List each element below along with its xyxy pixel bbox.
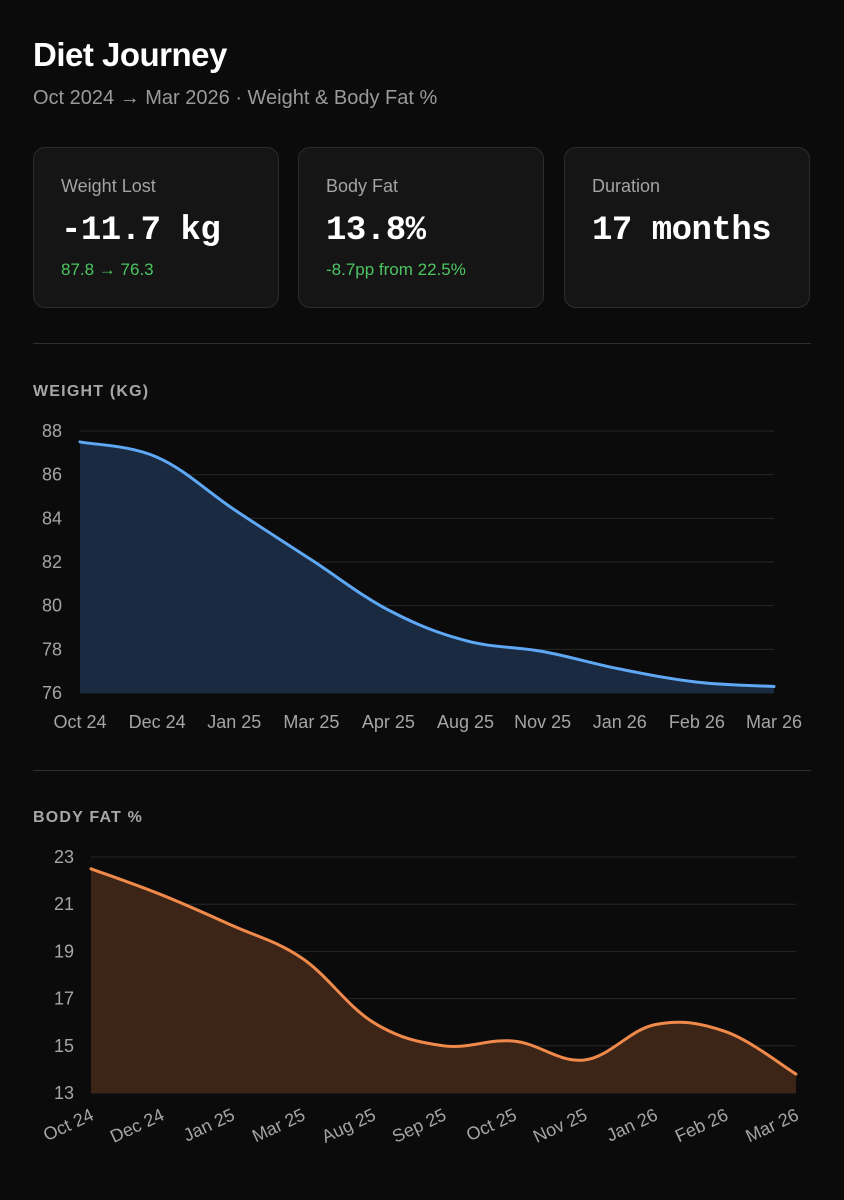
weight-y-tick-label: 78 — [42, 639, 62, 659]
body-fat-x-tick-label: Nov 25 — [530, 1104, 590, 1146]
body-fat-y-tick-label: 17 — [54, 989, 74, 1009]
body-fat-y-tick-label: 21 — [54, 894, 74, 914]
body-fat-x-tick-label: Mar 26 — [742, 1104, 801, 1146]
body-fat-x-tick-label: Jan 25 — [180, 1104, 237, 1145]
divider — [33, 343, 811, 344]
weight-x-tick-label: Oct 24 — [53, 712, 106, 732]
body-fat-y-tick-label: 13 — [54, 1083, 74, 1103]
weight-x-tick-label: Jan 26 — [593, 712, 647, 732]
weight-chart: 76 78 80 82 84 86 88 Oct 24 Dec 24 Jan 25 Mar 25 Ap… — [0, 410, 844, 770]
weight-area-fill — [80, 442, 774, 693]
weight-y-tick-label: 84 — [42, 508, 62, 528]
weight-y-tick-label: 76 — [42, 683, 62, 703]
body-fat-y-tick-label: 19 — [54, 941, 74, 961]
page-subtitle: Oct 2024 → Mar 2026 · Weight & Body Fat … — [33, 87, 437, 110]
weight-x-tick-label: Nov 25 — [514, 712, 571, 732]
body-fat-x-tick-label: Feb 26 — [672, 1104, 731, 1146]
body-fat-x-tick-label: Oct 25 — [463, 1104, 520, 1145]
body-fat-x-tick-label: Jan 26 — [603, 1104, 660, 1145]
weight-x-tick-label: Apr 25 — [362, 712, 415, 732]
stat-card-delta: -8.7pp from 22.5% — [326, 260, 466, 280]
body-fat-x-tick-label: Aug 25 — [319, 1104, 379, 1146]
body-fat-x-tick-label: Sep 25 — [389, 1104, 449, 1146]
weight-x-tick-label: Feb 26 — [669, 712, 725, 732]
stat-card-delta: 87.8 → 76.3 — [61, 260, 154, 280]
body-fat-x-tick-label: Dec 24 — [107, 1104, 167, 1146]
weight-x-tick-label: Mar 26 — [746, 712, 802, 732]
weight-y-tick-label: 80 — [42, 596, 62, 616]
stat-card-value: 13.8% — [326, 212, 426, 250]
stat-card-body-fat: Body Fat 13.8% -8.7pp from 22.5% — [298, 147, 544, 308]
stat-card-weight-lost: Weight Lost -11.7 kg 87.8 → 76.3 — [33, 147, 279, 308]
weight-x-tick-label: Mar 25 — [283, 712, 339, 732]
body-fat-y-tick-label: 23 — [54, 847, 74, 867]
body-fat-chart-title: BODY FAT % — [33, 809, 143, 827]
stat-card-label: Duration — [592, 176, 660, 197]
weight-x-tick-label: Aug 25 — [437, 712, 494, 732]
stat-card-value: -11.7 kg — [61, 212, 220, 250]
body-fat-x-tick-label: Oct 24 — [40, 1104, 97, 1145]
weight-x-tick-label: Jan 25 — [207, 712, 261, 732]
weight-chart-title: WEIGHT (KG) — [33, 383, 149, 401]
weight-y-tick-label: 86 — [42, 465, 62, 485]
body-fat-area-fill — [91, 869, 796, 1093]
body-fat-x-tick-label: Mar 25 — [249, 1104, 308, 1146]
page-title: Diet Journey — [33, 36, 227, 74]
weight-y-tick-label: 82 — [42, 552, 62, 572]
weight-y-tick-label: 88 — [42, 421, 62, 441]
stat-card-duration: Duration 17 months — [564, 147, 810, 308]
stat-card-value: 17 months — [592, 212, 771, 250]
weight-x-tick-label: Dec 24 — [129, 712, 186, 732]
stat-card-label: Body Fat — [326, 176, 398, 197]
divider — [33, 770, 811, 771]
body-fat-y-tick-label: 15 — [54, 1036, 74, 1056]
stat-card-label: Weight Lost — [61, 176, 156, 197]
